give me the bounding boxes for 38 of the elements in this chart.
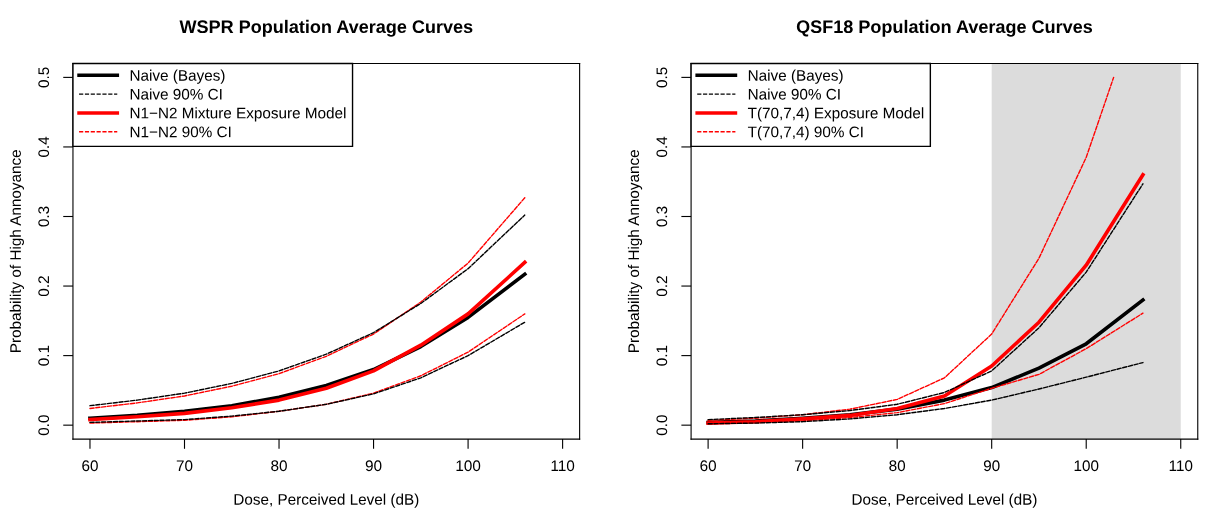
y-tick-label: 0.1: [38, 345, 50, 366]
x-tick-label: 60: [82, 460, 98, 472]
y-tick-label: 0.4: [656, 136, 668, 157]
x-tick-label: 80: [271, 460, 287, 472]
x-tick-label: 100: [456, 460, 481, 472]
legend-label: Naive (Bayes): [748, 69, 843, 84]
x-tick-label: 110: [551, 460, 575, 472]
chart-title: QSF18 Population Average Curves: [796, 19, 1093, 37]
y-tick-label: 0.5: [656, 67, 668, 88]
y-tick-label: 0.2: [38, 276, 50, 297]
y-tick-label: 0.3: [656, 206, 668, 227]
legend-label: Naive 90% CI: [130, 88, 222, 100]
chart-title: WSPR Population Average Curves: [179, 19, 473, 37]
x-tick-label: 80: [889, 460, 906, 472]
x-tick-label: 90: [983, 460, 1000, 472]
x-tick-label: 110: [1169, 460, 1193, 472]
legend-label: N1−N2 90% CI: [130, 126, 231, 138]
x-tick-label: 70: [794, 460, 811, 472]
y-tick-label: 0.3: [38, 206, 50, 227]
y-tick-label: 0.1: [656, 345, 668, 366]
legend-label: Naive (Bayes): [130, 69, 225, 84]
legend-label: T(70,7,4) 90% CI: [747, 126, 863, 141]
y-tick-label: 0.2: [656, 276, 668, 297]
x-tick-label: 60: [700, 460, 717, 472]
y-tick-label: 0.5: [38, 67, 50, 88]
legend-label: Naive 90% CI: [748, 88, 840, 100]
y-axis-title: Probability of High Annoyance: [627, 150, 643, 352]
legend-label: T(70,7,4) Exposure Model: [747, 107, 924, 122]
y-tick-label: 0.0: [38, 415, 50, 436]
x-tick-label: 90: [365, 460, 382, 472]
y-tick-label: 0.4: [38, 136, 50, 157]
legend-label: N1−N2 Mixture Exposure Model: [130, 107, 346, 122]
x-tick-label: 70: [176, 460, 193, 472]
x-tick-label: 100: [1074, 460, 1099, 472]
x-axis-title: Dose, Perceived Level (dB): [234, 493, 419, 508]
y-tick-label: 0.0: [656, 415, 668, 436]
x-axis-title: Dose, Perceived Level (dB): [852, 493, 1037, 508]
y-axis-title: Probability of High Annoyance: [9, 150, 24, 352]
